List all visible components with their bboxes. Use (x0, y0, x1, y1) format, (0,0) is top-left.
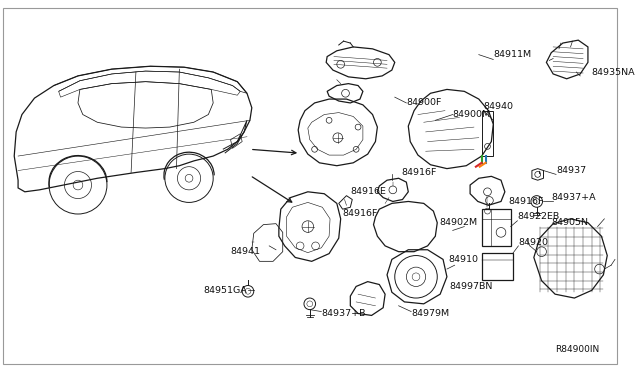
Text: 84916F: 84916F (401, 168, 437, 177)
Text: R84900IN: R84900IN (556, 345, 600, 354)
Text: 84997BN: 84997BN (450, 282, 493, 291)
Text: 84935NA: 84935NA (592, 68, 636, 77)
Text: 84937+A: 84937+A (551, 193, 596, 202)
Text: 84922EB: 84922EB (517, 212, 559, 221)
Text: 84900M: 84900M (452, 110, 491, 119)
Text: 84979M: 84979M (411, 309, 449, 318)
Text: 84905N: 84905N (551, 218, 588, 227)
Text: 84916F: 84916F (509, 197, 544, 206)
Text: 84940: 84940 (484, 102, 514, 111)
Text: 84916F: 84916F (342, 209, 378, 218)
Text: 84910: 84910 (449, 255, 479, 264)
Text: 84900F: 84900F (406, 99, 442, 108)
Text: 84920: 84920 (518, 237, 548, 247)
Text: 84937: 84937 (556, 166, 586, 175)
Text: 84902M: 84902M (439, 218, 477, 227)
Text: 84937+B: 84937+B (321, 309, 366, 318)
Text: 84916E: 84916E (350, 187, 386, 196)
Text: 84951GA: 84951GA (204, 286, 247, 295)
Text: 84911M: 84911M (493, 50, 531, 59)
Text: 84941: 84941 (230, 247, 260, 256)
